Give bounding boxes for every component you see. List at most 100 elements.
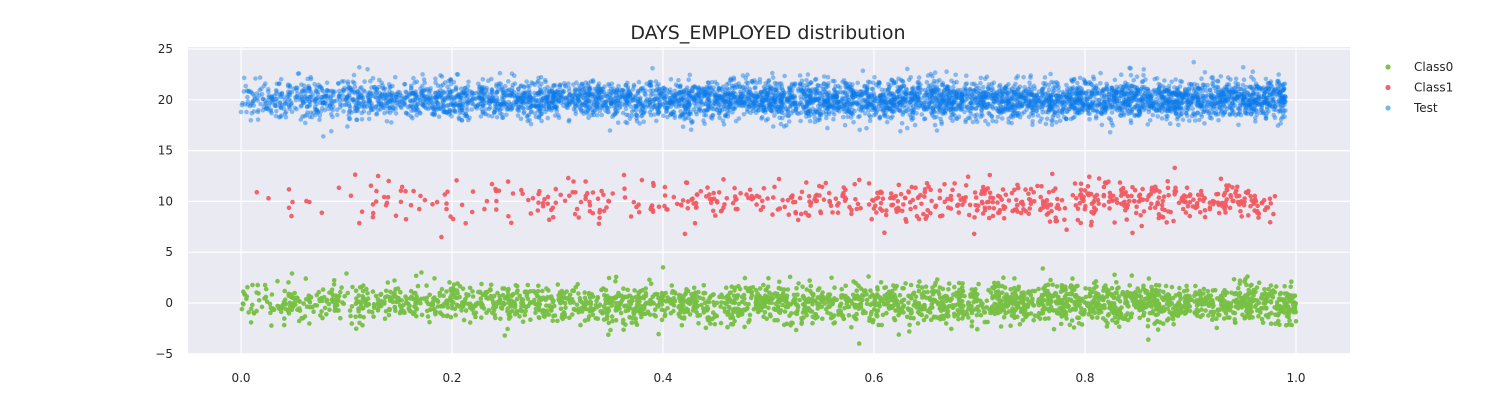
data-point	[530, 195, 536, 201]
data-point	[1043, 283, 1048, 288]
data-point	[1001, 203, 1006, 209]
data-point	[713, 213, 718, 218]
data-point	[1047, 295, 1053, 301]
data-point	[772, 184, 777, 190]
data-point	[348, 313, 353, 319]
data-point	[866, 274, 871, 279]
data-point	[872, 302, 877, 308]
data-point	[366, 301, 372, 307]
data-point	[686, 300, 692, 306]
data-point	[1149, 288, 1155, 294]
data-point	[577, 295, 583, 301]
data-point	[517, 293, 522, 299]
data-point	[789, 102, 795, 107]
data-point	[843, 297, 849, 303]
data-point	[1166, 193, 1171, 198]
data-point	[960, 309, 965, 315]
data-point	[752, 78, 757, 83]
data-point	[334, 303, 340, 308]
data-point	[1184, 185, 1190, 191]
data-point	[575, 281, 580, 287]
data-point	[1211, 201, 1216, 207]
data-point	[352, 172, 358, 177]
data-point	[659, 317, 665, 323]
data-point	[1184, 283, 1189, 289]
data-point	[1222, 100, 1228, 105]
data-point	[1210, 309, 1215, 315]
data-point	[1004, 95, 1009, 101]
data-point	[470, 289, 475, 294]
data-point	[418, 193, 423, 199]
data-point	[973, 105, 979, 111]
data-point	[776, 176, 782, 182]
data-point	[1048, 71, 1053, 77]
data-point	[579, 299, 585, 305]
data-point	[1104, 103, 1109, 109]
data-point	[382, 301, 387, 306]
data-point	[798, 110, 804, 115]
data-point	[838, 301, 844, 307]
data-point	[245, 284, 250, 290]
data-point	[1042, 316, 1048, 322]
data-point	[942, 199, 947, 205]
data-point	[1290, 308, 1296, 314]
data-point	[1155, 307, 1160, 312]
data-point	[1060, 306, 1065, 311]
data-point	[1286, 311, 1292, 316]
data-point	[1026, 211, 1031, 217]
data-point	[392, 278, 397, 283]
data-point	[1169, 90, 1174, 96]
data-point	[371, 314, 376, 320]
data-point	[360, 288, 366, 294]
data-point	[796, 281, 801, 286]
data-point	[1116, 316, 1121, 321]
data-point	[731, 307, 737, 313]
data-point	[1036, 310, 1042, 316]
data-point	[1039, 301, 1044, 307]
data-point	[438, 102, 444, 107]
data-point	[727, 305, 732, 311]
data-point	[319, 210, 325, 216]
data-point	[248, 320, 254, 325]
data-point	[618, 87, 623, 93]
data-point	[888, 294, 894, 299]
data-point	[631, 309, 636, 315]
data-point	[349, 321, 355, 326]
data-point	[436, 90, 442, 96]
data-point	[1200, 312, 1205, 318]
data-point	[622, 186, 627, 191]
data-point	[537, 307, 542, 313]
data-point	[1003, 310, 1008, 316]
data-point	[976, 281, 981, 287]
data-point	[808, 203, 813, 208]
data-point	[991, 285, 997, 291]
data-point	[1255, 209, 1260, 214]
data-point	[374, 188, 379, 194]
data-point	[913, 185, 918, 190]
data-point	[643, 300, 649, 306]
data-point	[1159, 89, 1165, 94]
data-point	[1132, 297, 1137, 303]
data-point	[1088, 223, 1094, 228]
data-point	[973, 116, 979, 122]
data-point	[1048, 277, 1053, 283]
data-point	[1239, 214, 1244, 219]
data-point	[558, 300, 563, 306]
data-point	[506, 93, 511, 98]
data-point	[585, 190, 590, 196]
data-point	[550, 215, 556, 220]
data-point	[353, 326, 359, 332]
data-point	[537, 188, 542, 194]
data-point	[601, 317, 607, 322]
data-point	[593, 302, 599, 308]
data-point	[1259, 86, 1265, 92]
data-point	[1231, 198, 1236, 204]
data-point	[1087, 293, 1092, 299]
data-point	[1050, 282, 1056, 288]
data-point	[432, 310, 438, 315]
data-point	[993, 290, 999, 295]
data-point	[515, 288, 520, 293]
data-point	[489, 90, 495, 95]
data-point	[262, 282, 268, 288]
